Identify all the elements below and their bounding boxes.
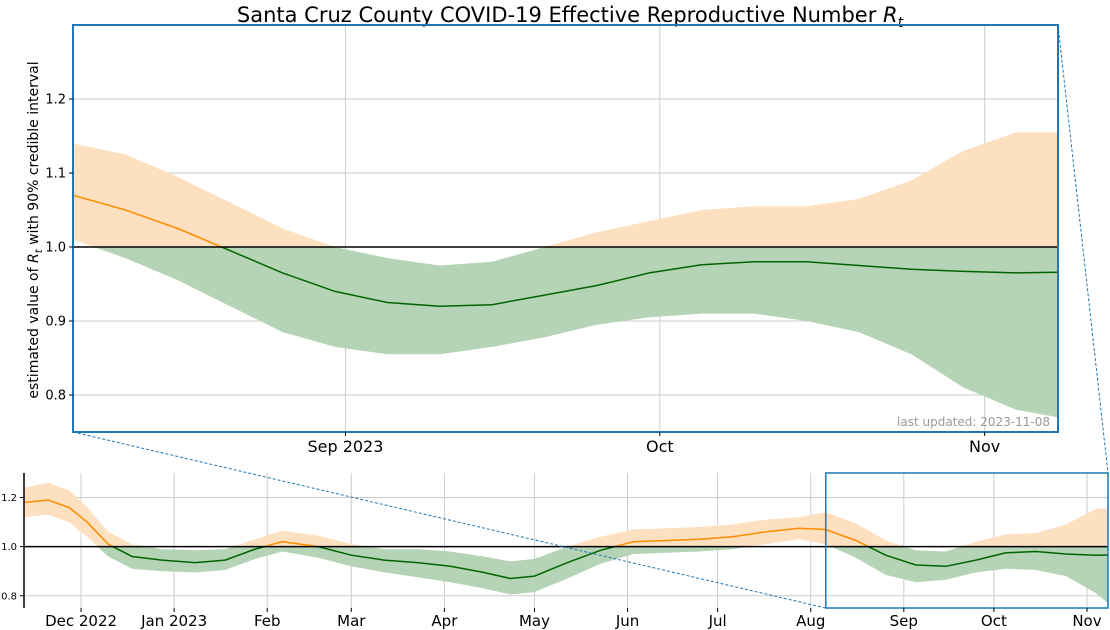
y-tick-label: 1.2 (45, 93, 66, 108)
x-tick-label: May (519, 612, 550, 630)
x-tick-label: Sep (890, 612, 918, 630)
plot-frame (72, 24, 1059, 433)
chart-title: Santa Cruz County COVID-19 Effective Rep… (237, 3, 904, 31)
x-tick-label: Feb (254, 612, 281, 630)
rt-line-below (219, 247, 1058, 307)
x-tick-label: Dec 2022 (45, 612, 117, 630)
y-tick-label: 0.8 (1, 591, 17, 602)
x-tick-label: Oct (981, 612, 1007, 630)
zoom-highlight-box (824, 472, 1109, 609)
connector-right (1057, 24, 1109, 474)
x-tick-label: Jun (615, 612, 639, 630)
y-tick-label: 1.1 (45, 167, 66, 182)
x-tick-label: Oct (646, 437, 674, 456)
bottom-panel: Dec 2022 Jan 2023 Feb Mar Apr May Jun Jul Aug Sep… (1, 472, 1109, 630)
credible-band-above (73, 132, 1058, 247)
credible-band-below (93, 247, 1058, 418)
x-tick-label: Sep 2023 (307, 437, 383, 456)
zoom-connectors (72, 24, 1109, 609)
credible-band-below (97, 546, 1108, 604)
top-panel: Sep 2023 Oct Nov 0.8 0.9 1.0 1.1 1.2 last update… (45, 24, 1059, 456)
y-axis-label: estimated value of Rt with 90% credible … (26, 61, 45, 398)
credible-band-above (24, 482, 1108, 547)
x-tick-label: Apr (431, 612, 458, 630)
y-tick-label: 1.0 (45, 241, 66, 256)
x-tick-label: Jan 2023 (140, 612, 207, 630)
y-tick-label: 1.2 (1, 493, 17, 504)
x-tick-label: Jul (708, 612, 727, 630)
y-tick-label: 0.8 (45, 389, 66, 404)
x-tick-label: Nov (969, 437, 1000, 456)
y-tick-label: 0.9 (45, 315, 66, 330)
y-tick-label: 1.0 (1, 542, 17, 553)
rt-line-below (111, 546, 1108, 580)
connector-left (72, 431, 826, 609)
last-updated-note: last updated: 2023-11-08 (897, 415, 1050, 429)
x-tick-label: Mar (337, 612, 366, 630)
x-tick-label: Aug (796, 612, 825, 630)
x-tick-label: Nov (1072, 612, 1101, 630)
